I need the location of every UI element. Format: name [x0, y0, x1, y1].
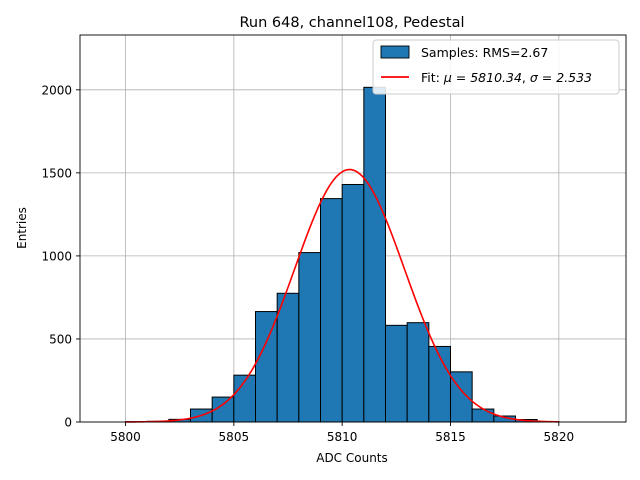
legend-label-fit: Fit: μ = 5810.34, σ = 2.533 [421, 70, 592, 85]
y-tick-label-0: 0 [64, 416, 72, 430]
y-tick-label-2: 1000 [41, 249, 72, 263]
legend-label-samples: Samples: RMS=2.67 [421, 45, 548, 60]
x-axis-label: ADC Counts [316, 451, 388, 465]
y-axis-ticks: 0 500 1000 1500 2000 [41, 83, 80, 430]
histogram-bar [406, 322, 430, 423]
plot-frame [79, 34, 627, 423]
y-axis-label: Entries [15, 207, 29, 249]
x-tick-label-0: 5800 [110, 430, 141, 444]
histogram-bar [298, 252, 322, 423]
histogram-bar [385, 324, 408, 423]
histogram-bar [276, 292, 300, 423]
histogram-bar [471, 408, 495, 423]
y-tick-label-3: 1500 [41, 166, 72, 180]
x-tick-label-1: 5805 [219, 430, 250, 444]
y-tick-label-1: 500 [49, 332, 72, 346]
chart-title: Run 648, channel108, Pedestal [239, 15, 464, 31]
x-axis-ticks: 5800 5805 5810 5815 5820 [110, 422, 574, 444]
gaussian-fit-curve [125, 168, 559, 423]
legend-fit-sigma: σ = 2.533 [530, 70, 592, 85]
histogram-bar [341, 183, 365, 423]
legend: Samples: RMS=2.67 Fit: μ = 5810.34, σ = … [372, 39, 620, 95]
legend-fit-sep: , [522, 70, 530, 85]
x-tick-label-4: 5820 [544, 430, 575, 444]
histogram-bar [255, 311, 278, 423]
histogram-bar [363, 86, 387, 423]
legend-box [372, 39, 620, 95]
legend-fit-mu: μ = 5810.34 [443, 70, 522, 85]
x-tick-label-3: 5815 [435, 430, 466, 444]
histogram-bar [320, 198, 343, 423]
y-tick-label-4: 2000 [41, 83, 72, 97]
legend-swatch-samples [380, 45, 410, 59]
legend-fit-prefix: Fit: [421, 70, 444, 85]
x-tick-label-2: 5810 [327, 430, 358, 444]
